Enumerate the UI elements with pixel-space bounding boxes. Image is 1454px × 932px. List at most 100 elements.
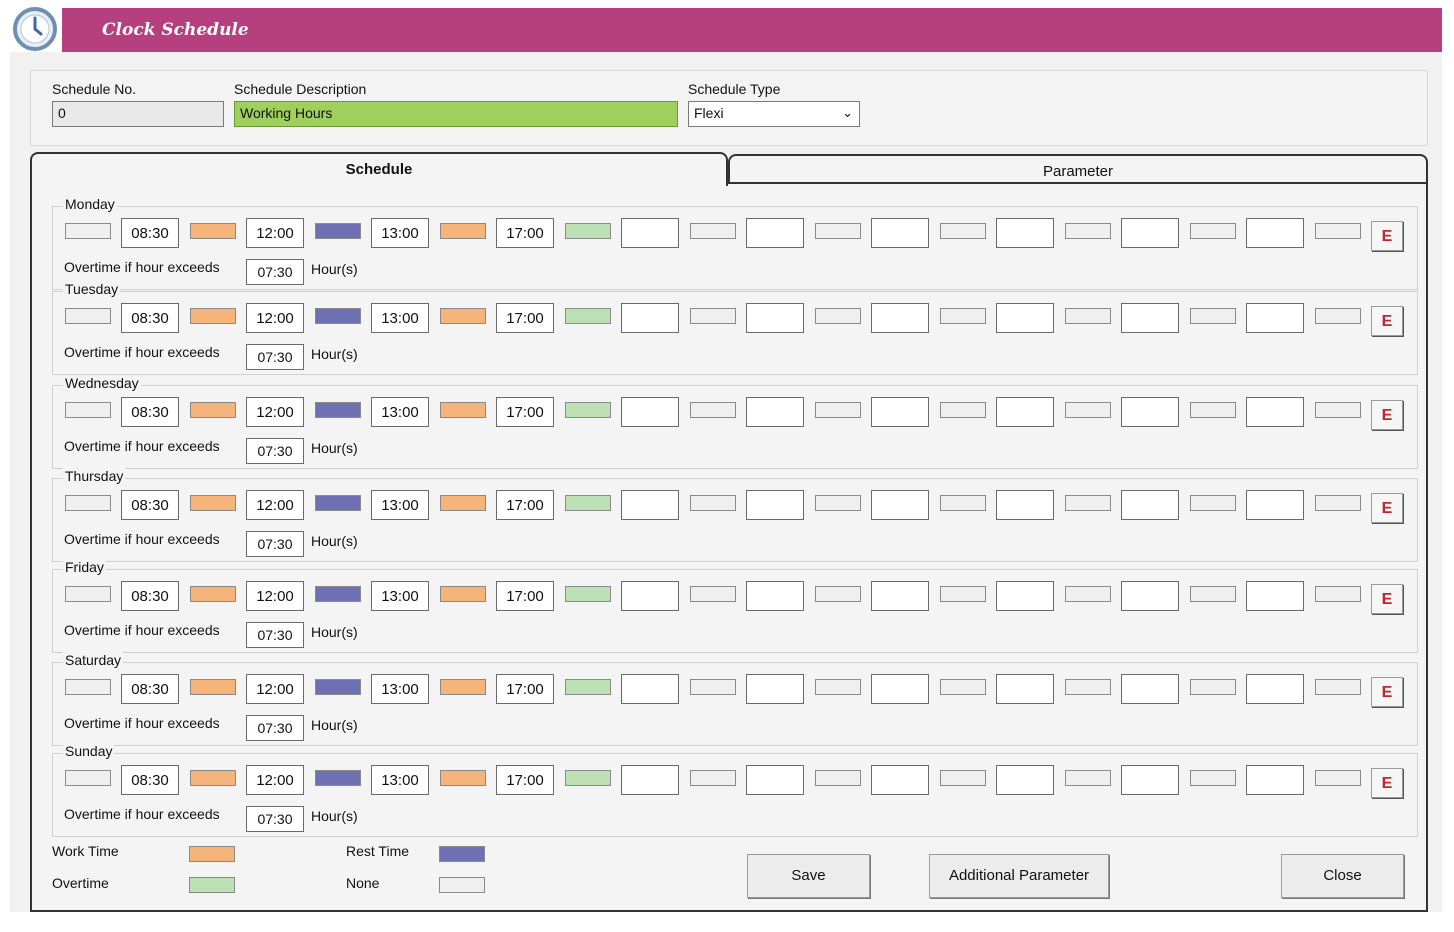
segment-type-button[interactable] <box>65 308 111 324</box>
segment-type-button[interactable] <box>1315 402 1361 418</box>
time-field[interactable]: 17:00 <box>496 765 554 795</box>
segment-type-button[interactable] <box>190 402 236 418</box>
edit-day-button[interactable]: E <box>1371 400 1403 430</box>
time-field[interactable] <box>746 218 804 248</box>
time-field[interactable] <box>871 765 929 795</box>
segment-type-button[interactable] <box>1190 223 1236 239</box>
segment-type-button[interactable] <box>65 223 111 239</box>
edit-day-button[interactable]: E <box>1371 306 1403 336</box>
time-field[interactable] <box>871 674 929 704</box>
segment-type-button[interactable] <box>315 770 361 786</box>
time-field[interactable] <box>871 303 929 333</box>
segment-type-button[interactable] <box>190 495 236 511</box>
segment-type-button[interactable] <box>315 586 361 602</box>
segment-type-button[interactable] <box>1065 679 1111 695</box>
segment-type-button[interactable] <box>1190 679 1236 695</box>
segment-type-button[interactable] <box>1065 308 1111 324</box>
segment-type-button[interactable] <box>440 586 486 602</box>
time-field[interactable] <box>1121 581 1179 611</box>
time-field[interactable] <box>871 218 929 248</box>
edit-day-button[interactable]: E <box>1371 493 1403 523</box>
time-field[interactable] <box>996 674 1054 704</box>
time-field[interactable]: 08:30 <box>121 397 179 427</box>
segment-type-button[interactable] <box>1315 679 1361 695</box>
segment-type-button[interactable] <box>690 495 736 511</box>
segment-type-button[interactable] <box>565 308 611 324</box>
time-field[interactable] <box>621 303 679 333</box>
segment-type-button[interactable] <box>815 223 861 239</box>
segment-type-button[interactable] <box>1190 770 1236 786</box>
segment-type-button[interactable] <box>815 308 861 324</box>
segment-type-button[interactable] <box>190 679 236 695</box>
segment-type-button[interactable] <box>940 586 986 602</box>
time-field[interactable] <box>1246 490 1304 520</box>
segment-type-button[interactable] <box>1190 586 1236 602</box>
time-field[interactable]: 13:00 <box>371 303 429 333</box>
time-field[interactable]: 12:00 <box>246 218 304 248</box>
time-field[interactable] <box>621 674 679 704</box>
time-field[interactable] <box>1121 674 1179 704</box>
segment-type-button[interactable] <box>65 402 111 418</box>
segment-type-button[interactable] <box>815 586 861 602</box>
time-field[interactable] <box>621 490 679 520</box>
segment-type-button[interactable] <box>815 495 861 511</box>
time-field[interactable]: 13:00 <box>371 397 429 427</box>
time-field[interactable]: 17:00 <box>496 218 554 248</box>
edit-day-button[interactable]: E <box>1371 768 1403 798</box>
segment-type-button[interactable] <box>65 679 111 695</box>
edit-day-button[interactable]: E <box>1371 221 1403 251</box>
segment-type-button[interactable] <box>565 402 611 418</box>
segment-type-button[interactable] <box>815 402 861 418</box>
segment-type-button[interactable] <box>190 586 236 602</box>
time-field[interactable]: 12:00 <box>246 303 304 333</box>
overtime-threshold-field[interactable]: 07:30 <box>246 806 304 832</box>
segment-type-button[interactable] <box>815 770 861 786</box>
segment-type-button[interactable] <box>940 770 986 786</box>
time-field[interactable] <box>1246 674 1304 704</box>
time-field[interactable]: 13:00 <box>371 218 429 248</box>
segment-type-button[interactable] <box>440 402 486 418</box>
close-button[interactable]: Close <box>1281 854 1404 898</box>
time-field[interactable] <box>871 581 929 611</box>
segment-type-button[interactable] <box>315 223 361 239</box>
segment-type-button[interactable] <box>315 679 361 695</box>
segment-type-button[interactable] <box>940 679 986 695</box>
time-field[interactable] <box>1121 765 1179 795</box>
time-field[interactable]: 12:00 <box>246 581 304 611</box>
time-field[interactable]: 08:30 <box>121 303 179 333</box>
schedule-no-field[interactable]: 0 <box>52 101 224 127</box>
overtime-threshold-field[interactable]: 07:30 <box>246 344 304 370</box>
time-field[interactable]: 08:30 <box>121 490 179 520</box>
edit-day-button[interactable]: E <box>1371 677 1403 707</box>
edit-day-button[interactable]: E <box>1371 584 1403 614</box>
segment-type-button[interactable] <box>1190 495 1236 511</box>
time-field[interactable]: 13:00 <box>371 674 429 704</box>
segment-type-button[interactable] <box>315 402 361 418</box>
additional-parameter-button[interactable]: Additional Parameter <box>929 854 1109 898</box>
time-field[interactable] <box>746 397 804 427</box>
time-field[interactable] <box>621 218 679 248</box>
segment-type-button[interactable] <box>1190 308 1236 324</box>
segment-type-button[interactable] <box>690 223 736 239</box>
segment-type-button[interactable] <box>440 770 486 786</box>
overtime-threshold-field[interactable]: 07:30 <box>246 622 304 648</box>
segment-type-button[interactable] <box>65 770 111 786</box>
segment-type-button[interactable] <box>940 495 986 511</box>
time-field[interactable]: 13:00 <box>371 490 429 520</box>
segment-type-button[interactable] <box>65 586 111 602</box>
time-field[interactable]: 12:00 <box>246 765 304 795</box>
time-field[interactable]: 13:00 <box>371 765 429 795</box>
segment-type-button[interactable] <box>690 679 736 695</box>
segment-type-button[interactable] <box>190 308 236 324</box>
tab-parameter[interactable]: Parameter <box>728 154 1428 184</box>
time-field[interactable] <box>746 303 804 333</box>
segment-type-button[interactable] <box>690 770 736 786</box>
chevron-down-icon[interactable]: ⌄ <box>842 105 853 120</box>
segment-type-button[interactable] <box>565 679 611 695</box>
time-field[interactable]: 17:00 <box>496 303 554 333</box>
segment-type-button[interactable] <box>1315 495 1361 511</box>
segment-type-button[interactable] <box>1315 586 1361 602</box>
time-field[interactable]: 08:30 <box>121 581 179 611</box>
segment-type-button[interactable] <box>1065 223 1111 239</box>
time-field[interactable] <box>746 490 804 520</box>
